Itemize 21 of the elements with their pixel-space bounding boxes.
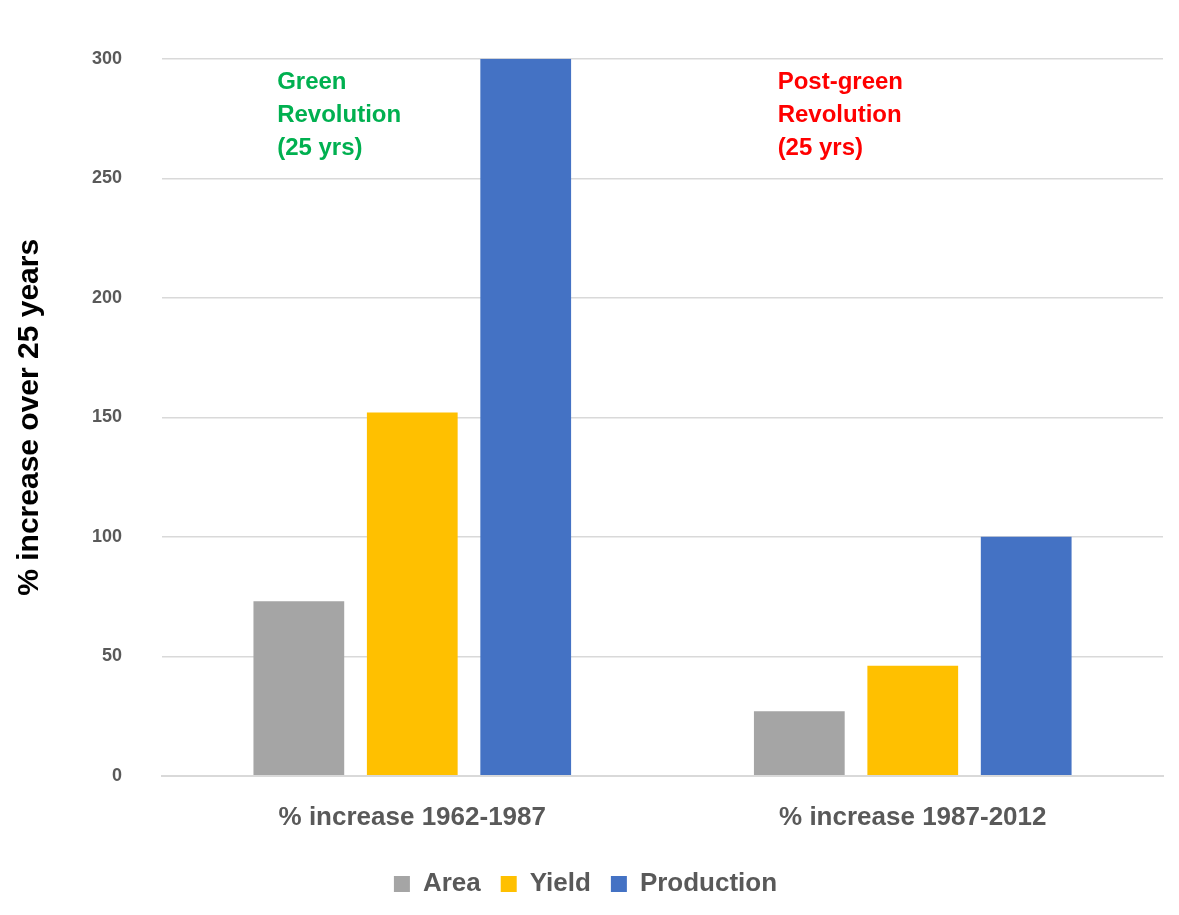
y-tick-label: 0 [112,764,123,785]
y-tick-label: 100 [91,525,123,546]
annotation: Green Revolution (25 yrs) [277,67,402,161]
x-tick-label: % increase 1962-1987 [278,800,546,831]
bar [867,665,959,776]
bar [366,412,458,776]
y-tick-label: 50 [102,645,123,666]
bar [980,536,1072,776]
bar [480,58,572,776]
bar [253,601,345,776]
bar [753,711,845,776]
y-tick-label: 150 [91,406,123,427]
x-tick-label: % increase 1987-2012 [779,800,1047,831]
y-tick-label: 200 [91,286,123,307]
y-axis-title: % increase over 25 years [11,238,45,596]
legend-label: Area [422,867,482,898]
annotation: Post-green Revolution (25 yrs) [777,67,903,161]
y-tick-label: 250 [91,167,123,188]
legend-label: Yield [529,867,591,898]
y-tick-label: 300 [91,47,123,68]
legend-label: Production [639,867,778,898]
